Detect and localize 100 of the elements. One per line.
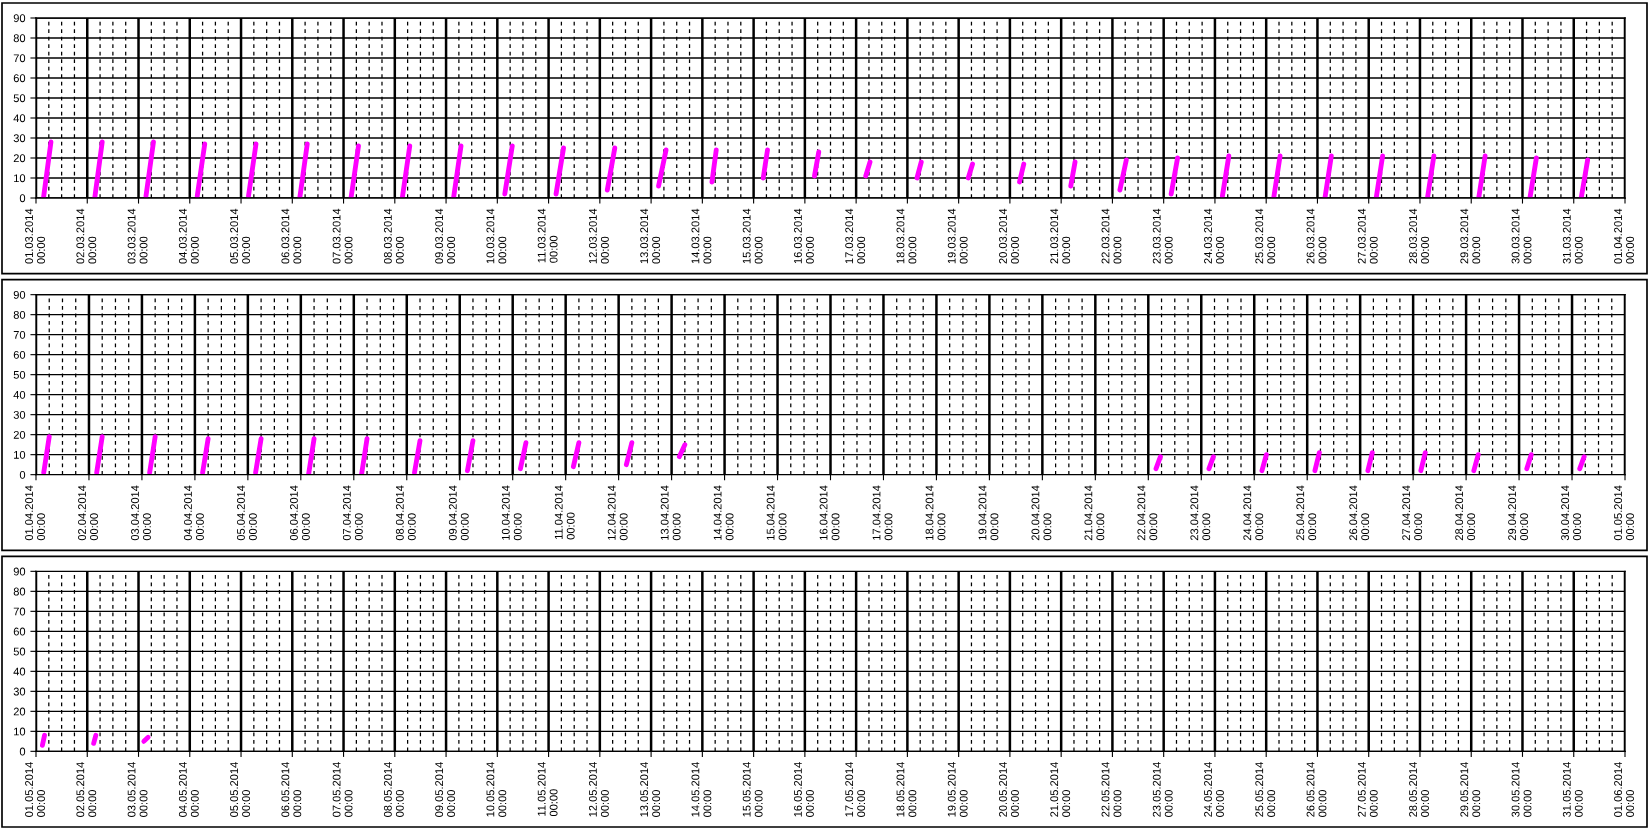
x-tick-label: 01.04.2014 00:00 [25,485,45,541]
x-tick-label: 29.05.2014 00:00 [1460,762,1481,817]
x-tick-label: 02.04.2014 00:00 [78,485,98,541]
x-tick-label: 12.03.2014 00:00 [588,208,609,264]
x-tick-label: 19.04.2014 00:00 [978,485,999,541]
y-tick-label: 60 [13,74,26,83]
x-tick-label: 16.05.2014 00:00 [794,762,814,817]
x-tick-label: 18.05.2014 00:00 [896,762,917,817]
x-tick-label: 21.05.2014 00:00 [1050,762,1071,817]
y-tick-label: 60 [13,627,26,636]
x-tick-label: 30.03.2014 00:00 [1511,208,1532,264]
x-tick-label: 01.04.2014 00:00 [1614,208,1634,264]
x-tick-label: 01.05.2014 00:00 [25,762,45,817]
x-tick-label: 08.03.2014 00:00 [383,208,404,264]
x-tick-label: 14.03.2014 00:00 [691,208,712,264]
y-tick-label: 50 [13,94,26,103]
x-tick-label: 13.04.2014 00:00 [660,485,681,541]
x-tick-label: 24.04.2014 00:00 [1243,485,1264,541]
x-tick-label: 14.04.2014 00:00 [713,485,734,541]
x-tick-label: 01.06.2014 00:00 [1614,762,1634,817]
x-tick-label: 19.03.2014 00:00 [947,208,968,264]
x-tick-label: 07.03.2014 00:00 [332,208,353,264]
y-tick-label: 50 [13,647,26,656]
x-tick-label: 31.03.2014 00:00 [1562,208,1583,264]
x-tick-label: 08.05.2014 00:00 [383,762,404,817]
y-tick-label: 20 [13,154,26,163]
x-tick-label: 13.03.2014 00:00 [640,208,661,264]
y-tick-label: 40 [13,667,26,676]
x-tick-label: 23.03.2014 00:00 [1152,208,1173,264]
x-tick-label: 20.03.2014 00:00 [999,208,1019,264]
y-tick-label: 90 [13,567,26,576]
x-tick-label: 02.03.2014 00:00 [76,208,97,264]
x-tick-label: 21.03.2014 00:00 [1050,208,1071,264]
x-tick-label: 09.03.2014 00:00 [435,208,456,264]
x-tick-label: 06.04.2014 00:00 [289,485,310,541]
x-tick-label: 05.03.2014 00:00 [230,208,250,264]
x-tick-label: 09.04.2014 00:00 [448,485,469,541]
x-tick-label: 29.04.2014 00:00 [1508,485,1529,541]
y-tick-label: 40 [13,114,26,123]
x-tick-label: 22.04.2014 00:00 [1137,485,1158,541]
x-tick-label: 10.05.2014 00:00 [486,762,507,817]
x-tick-label: 06.05.2014 00:00 [281,762,302,817]
x-tick-label: 17.05.2014 00:00 [845,762,866,817]
x-tick-label: 11.03.2014 00:00 [537,208,558,263]
x-tick-label: 29.03.2014 00:00 [1460,208,1481,264]
y-tick-label: 90 [13,290,26,299]
y-tick-label: 70 [13,607,26,616]
y-tick-label: 20 [13,430,26,439]
x-tick-label: 11.05.2014 00:00 [537,762,558,817]
y-tick-label: 70 [13,330,26,339]
x-tick-label: 16.03.2014 00:00 [794,208,814,264]
x-tick-label: 15.04.2014 00:00 [766,485,787,541]
x-tick-label: 15.05.2014 00:00 [742,762,763,817]
y-tick-label: 90 [13,14,26,23]
x-tick-label: 16.04.2014 00:00 [819,485,840,541]
x-tick-label: 02.05.2014 00:00 [76,762,97,817]
y-tick-label: 80 [13,310,26,319]
x-tick-label: 22.03.2014 00:00 [1101,208,1122,264]
x-tick-label: 26.05.2014 00:00 [1306,762,1327,817]
x-tick-label: 18.03.2014 00:00 [896,208,917,264]
x-tick-label: 26.03.2014 00:00 [1306,208,1327,264]
y-tick-label: 20 [13,707,26,716]
x-tick-label: 18.04.2014 00:00 [925,485,946,541]
x-tick-label: 03.03.2014 00:00 [127,208,148,264]
x-tick-label: 17.04.2014 00:00 [872,485,893,541]
x-tick-label: 20.04.2014 00:00 [1031,485,1052,541]
y-tick-label: 50 [13,370,26,379]
x-tick-label: 26.04.2014 00:00 [1349,485,1370,541]
x-tick-label: 28.03.2014 00:00 [1409,208,1429,264]
x-tick-label: 30.04.2014 00:00 [1561,485,1581,541]
x-tick-label: 04.03.2014 00:00 [178,208,199,264]
y-tick-label: 0 [19,470,26,479]
x-tick-label: 15.03.2014 00:00 [742,208,763,264]
x-tick-label: 24.05.2014 00:00 [1204,762,1224,817]
x-tick-label: 23.05.2014 00:00 [1152,762,1173,817]
x-tick-label: 31.05.2014 00:00 [1562,762,1583,817]
x-tick-label: 28.05.2014 00:00 [1409,762,1429,817]
x-tick-label: 19.05.2014 00:00 [947,762,968,817]
x-tick-label: 09.05.2014 00:00 [435,762,456,817]
x-tick-label: 08.04.2014 00:00 [395,485,416,541]
x-tick-label: 27.04.2014 00:00 [1402,485,1423,541]
x-tick-label: 11.04.2014 00:00 [554,485,575,540]
x-tick-label: 25.04.2014 00:00 [1296,485,1317,541]
x-tick-label: 01.05.2014 00:00 [1614,485,1634,541]
y-tick-label: 0 [19,747,26,756]
x-tick-label: 06.03.2014 00:00 [281,208,302,264]
y-tick-label: 0 [19,194,26,203]
x-tick-label: 05.04.2014 00:00 [237,485,257,541]
y-tick-label: 80 [13,34,26,43]
x-tick-label: 03.05.2014 00:00 [127,762,148,817]
x-tick-label: 23.04.2014 00:00 [1190,485,1211,541]
x-tick-label: 27.03.2014 00:00 [1357,208,1378,264]
x-tick-label: 12.05.2014 00:00 [588,762,609,817]
x-tick-label: 07.05.2014 00:00 [332,762,353,817]
x-tick-label: 13.05.2014 00:00 [640,762,661,817]
x-tick-label: 17.03.2014 00:00 [845,208,866,264]
y-tick-label: 30 [13,134,26,143]
x-tick-label: 04.05.2014 00:00 [178,762,199,817]
x-tick-label: 12.04.2014 00:00 [607,485,628,541]
x-tick-label: 24.03.2014 00:00 [1204,208,1224,264]
